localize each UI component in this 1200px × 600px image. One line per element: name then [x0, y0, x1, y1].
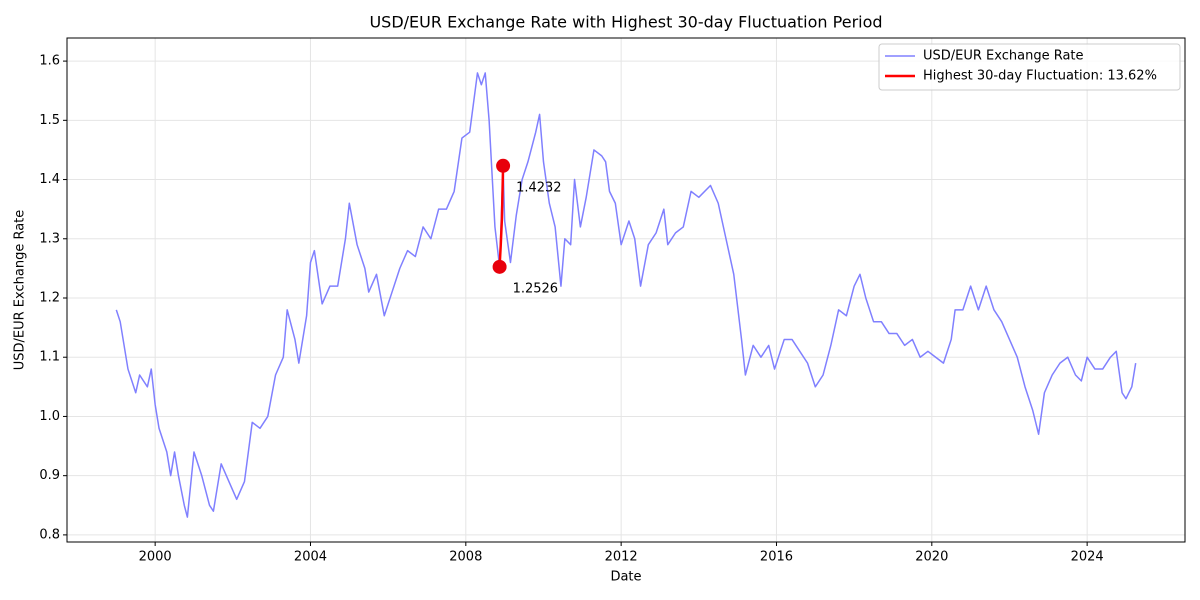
x-tick-label: 2016: [760, 550, 793, 565]
y-tick-label: 1.6: [39, 54, 60, 69]
extreme-point: [492, 259, 507, 274]
x-tick-label: 2024: [1071, 550, 1104, 565]
plot-frame: [66, 37, 1186, 543]
y-tick-label: 1.4: [39, 172, 60, 187]
legend-label: Highest 30-day Fluctuation: 13.62%: [923, 69, 1157, 84]
x-tick-label: 2000: [139, 550, 172, 565]
extreme-point: [496, 158, 511, 173]
x-tick-label: 2012: [605, 550, 638, 565]
y-tick-label: 1.5: [39, 113, 60, 128]
chart-title: USD/EUR Exchange Rate with Highest 30-da…: [369, 13, 882, 32]
y-tick-label: 1.2: [39, 290, 60, 305]
legend-box: [878, 43, 1181, 91]
y-tick-label: 0.9: [39, 468, 60, 483]
y-tick-label: 1.3: [39, 231, 60, 246]
x-tick-label: 2004: [294, 550, 327, 565]
y-tick-label: 1.0: [39, 409, 60, 424]
y-tick-label: 1.1: [39, 350, 60, 365]
series-line: [115, 72, 1137, 518]
point-label: 1.2526: [513, 281, 559, 296]
y-tick-label: 0.8: [39, 527, 60, 542]
legend-label: USD/EUR Exchange Rate: [923, 49, 1084, 64]
x-axis-label: Date: [610, 570, 641, 585]
series-line: [498, 165, 505, 267]
x-tick-label: 2008: [449, 550, 482, 565]
x-tick-label: 2020: [915, 550, 948, 565]
y-axis-label: USD/EUR Exchange Rate: [13, 210, 28, 371]
point-label: 1.4232: [516, 180, 562, 195]
